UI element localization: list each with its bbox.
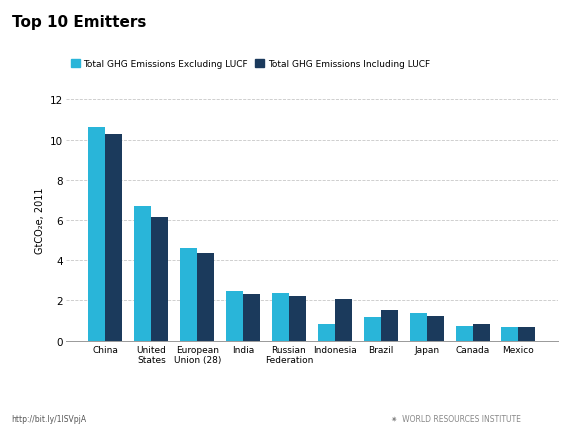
Bar [135, 207, 151, 341]
Bar [455, 326, 473, 341]
Bar [89, 128, 105, 341]
Bar [226, 292, 243, 341]
Bar [501, 327, 519, 341]
Bar [364, 318, 381, 341]
Bar [105, 134, 122, 341]
Y-axis label: GtCO₂e, 2011: GtCO₂e, 2011 [34, 187, 44, 253]
Bar [335, 299, 352, 341]
Bar [519, 327, 535, 341]
Bar [197, 253, 214, 341]
Bar [289, 296, 306, 341]
Bar [427, 317, 444, 341]
Bar [180, 248, 197, 341]
Bar [473, 324, 489, 341]
Bar [151, 217, 168, 341]
Bar [272, 294, 289, 341]
Bar [409, 314, 427, 341]
Bar [318, 324, 335, 341]
Text: ✷  WORLD RESOURCES INSTITUTE: ✷ WORLD RESOURCES INSTITUTE [391, 414, 521, 423]
Legend: Total GHG Emissions Excluding LUCF, Total GHG Emissions Including LUCF: Total GHG Emissions Excluding LUCF, Tota… [71, 60, 430, 69]
Text: Top 10 Emitters: Top 10 Emitters [12, 15, 146, 30]
Text: http://bit.ly/1lSVpjA: http://bit.ly/1lSVpjA [12, 414, 87, 423]
Bar [381, 311, 398, 341]
Bar [243, 295, 260, 341]
